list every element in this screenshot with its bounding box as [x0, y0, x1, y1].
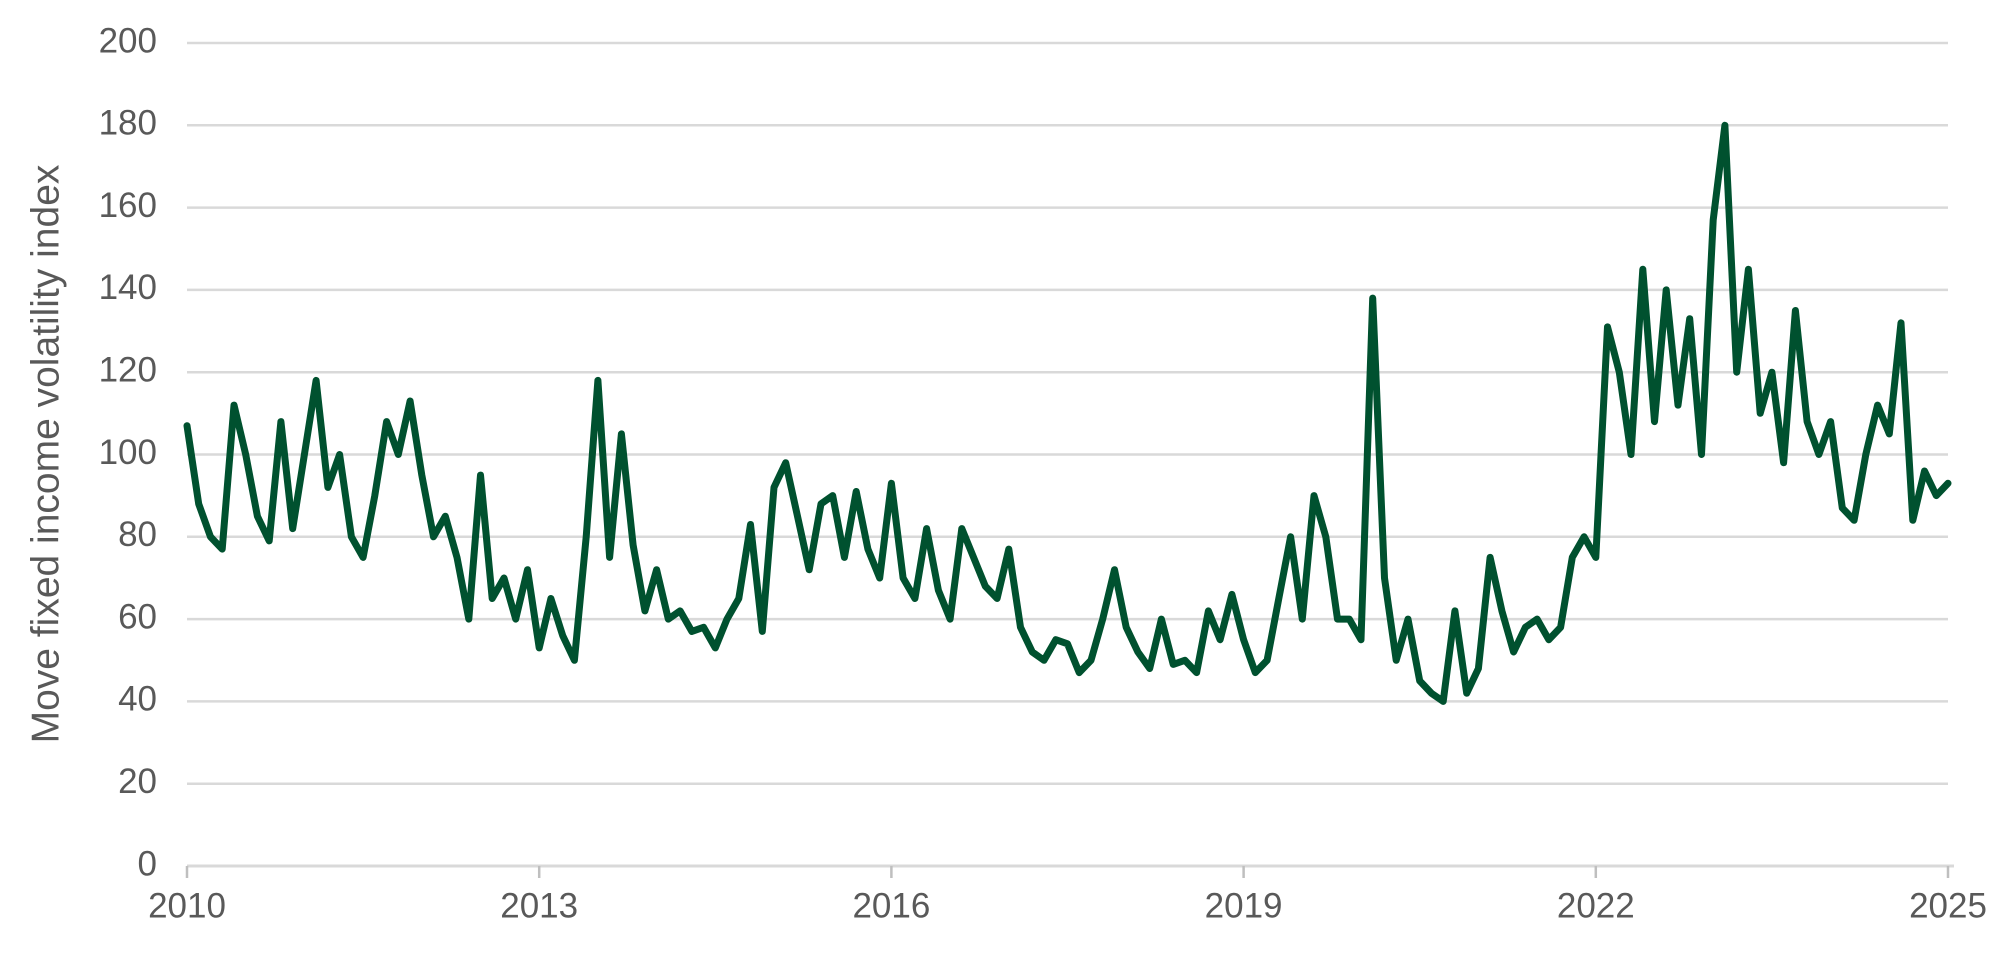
x-tick-label: 2010 — [148, 886, 226, 925]
y-tick-label: 140 — [99, 268, 157, 307]
y-tick-label: 160 — [99, 186, 157, 225]
x-tick-label: 2019 — [1205, 886, 1283, 925]
y-tick-label: 100 — [99, 433, 157, 472]
y-tick-label: 60 — [118, 597, 157, 636]
y-tick-label: 180 — [99, 104, 157, 143]
y-tick-label: 20 — [118, 762, 157, 801]
x-tick-label: 2022 — [1557, 886, 1635, 925]
y-tick-label: 200 — [99, 21, 157, 60]
data-line — [183, 121, 1952, 705]
y-tick-label: 120 — [99, 350, 157, 389]
y-tick-label: 0 — [138, 844, 157, 883]
y-tick-label: 80 — [118, 515, 157, 554]
x-tick-label: 2016 — [852, 886, 930, 925]
y-tick-label: 40 — [118, 680, 157, 719]
x-tick-label: 2013 — [500, 886, 578, 925]
y-axis-label: Move fixed income volatility index — [24, 164, 67, 743]
x-tick-label: 2025 — [1909, 886, 1987, 925]
